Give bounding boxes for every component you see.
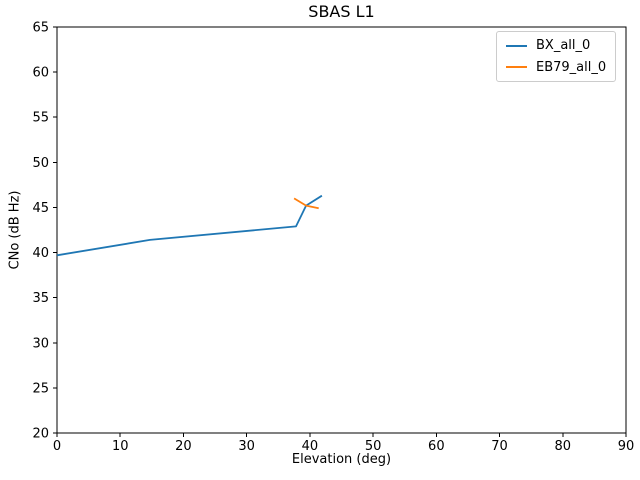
svg-text:45: 45 <box>32 201 49 216</box>
svg-text:90: 90 <box>618 439 635 454</box>
svg-text:60: 60 <box>32 66 49 81</box>
svg-text:30: 30 <box>32 336 49 351</box>
legend: BX_all_0 EB79_all_0 <box>496 31 617 83</box>
svg-text:25: 25 <box>32 381 49 396</box>
svg-text:55: 55 <box>32 111 49 126</box>
svg-text:35: 35 <box>32 291 49 306</box>
svg-text:0: 0 <box>53 439 61 454</box>
svg-text:30: 30 <box>238 439 255 454</box>
chart-title: SBAS L1 <box>308 2 375 21</box>
y-axis-label: CNo (dB Hz) <box>7 190 23 270</box>
legend-line-swatch-orange <box>506 66 527 69</box>
svg-text:20: 20 <box>175 439 192 454</box>
svg-text:20: 20 <box>32 427 49 442</box>
svg-text:80: 80 <box>555 439 572 454</box>
svg-text:40: 40 <box>32 246 49 261</box>
svg-text:70: 70 <box>491 439 508 454</box>
svg-text:10: 10 <box>112 439 129 454</box>
legend-label: BX_all_0 <box>536 38 591 53</box>
legend-line-swatch-blue <box>506 44 527 47</box>
svg-text:60: 60 <box>428 439 445 454</box>
svg-text:50: 50 <box>32 156 49 171</box>
x-axis-label: Elevation (deg) <box>291 452 392 467</box>
svg-text:40: 40 <box>302 439 319 454</box>
legend-label: EB79_all_0 <box>536 59 607 75</box>
svg-text:65: 65 <box>32 21 49 36</box>
legend-item: BX_all_0 <box>506 38 606 54</box>
svg-text:50: 50 <box>365 439 382 454</box>
legend-item: EB79_all_0 <box>506 60 606 76</box>
